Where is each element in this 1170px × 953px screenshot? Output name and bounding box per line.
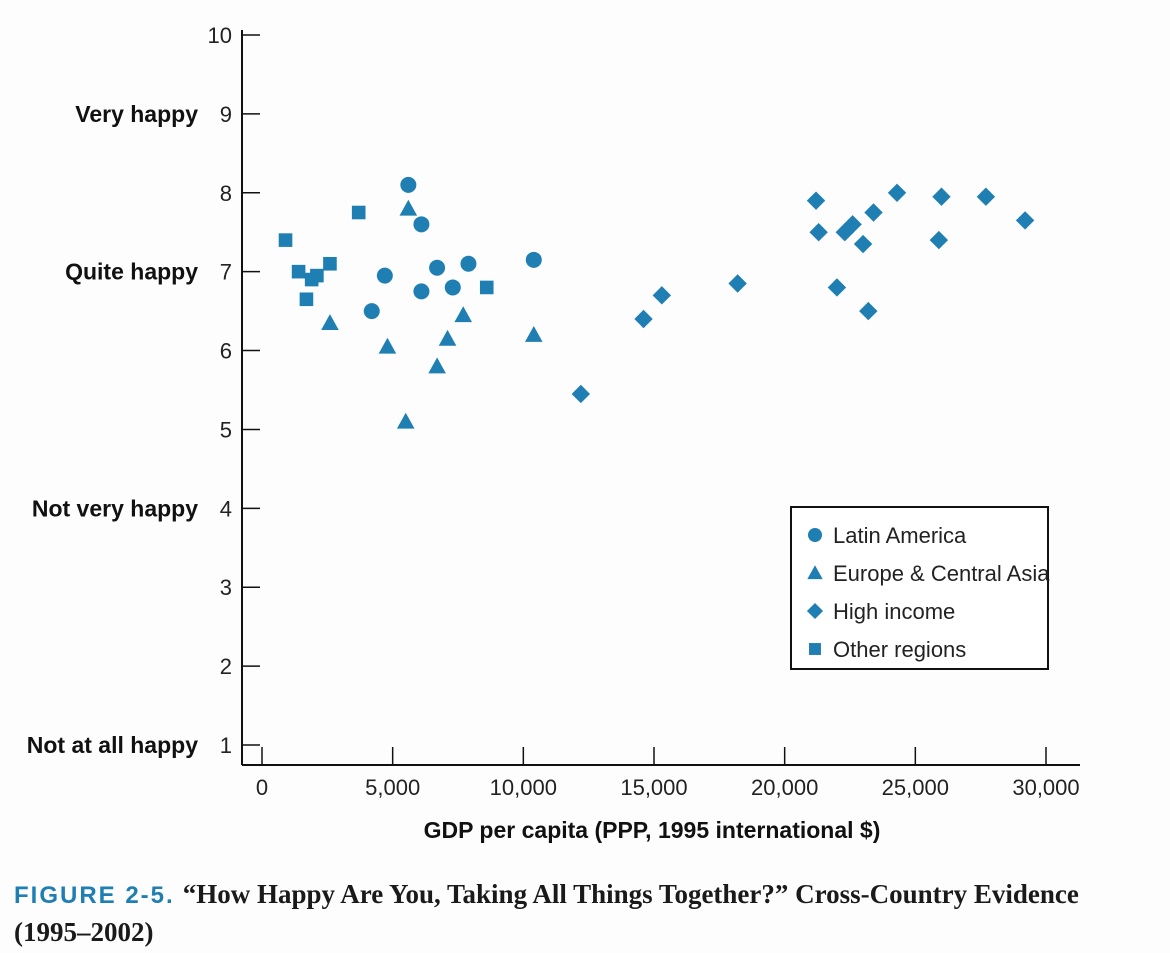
- data-point-latin-america: [460, 255, 477, 272]
- data-point-other-regions: [310, 268, 324, 283]
- data-point-other-regions: [323, 256, 337, 271]
- x-axis-ticks: 0 5,000 10,000 15,000 20,000 25,000 30,000: [256, 747, 1080, 800]
- data-point-high-income: [932, 187, 951, 206]
- legend-marker-latin-america: [808, 528, 822, 542]
- y-tick-label: 4: [220, 496, 232, 521]
- data-point-other-regions: [299, 292, 314, 307]
- axes: [241, 30, 1080, 766]
- data-point-other-regions: [291, 264, 306, 279]
- data-point-europe-central-asia: [321, 314, 339, 330]
- data-point-other-regions: [479, 280, 494, 295]
- data-point-high-income: [887, 183, 907, 202]
- x-tick-label: 0: [256, 775, 268, 800]
- data-point-europe-central-asia: [454, 306, 473, 323]
- data-point-latin-america: [525, 251, 542, 268]
- data-point-high-income: [571, 384, 591, 404]
- legend-marker-high-income: [806, 602, 824, 620]
- y-tick-label: 1: [220, 733, 232, 758]
- legend-label-europe-central-asia: Europe & Central Asia: [833, 561, 1050, 586]
- legend-marker-other-regions: [809, 643, 821, 655]
- data-point-high-income: [1015, 211, 1035, 230]
- y-category-label: Not at all happy: [27, 732, 198, 758]
- data-point-high-income: [859, 301, 878, 321]
- data-point-europe-central-asia: [399, 199, 418, 216]
- legend: Latin America Europe & Central Asia High i…: [790, 506, 1050, 670]
- data-point-europe-central-asia: [438, 329, 457, 346]
- data-point-high-income: [843, 215, 862, 234]
- figure-caption: FIGURE 2-5. “How Happy Are You, Taking Al…: [14, 876, 1134, 950]
- legend-label-high-income: High income: [833, 599, 955, 624]
- x-tick-label: 25,000: [882, 775, 949, 800]
- legend-box: [790, 506, 1049, 670]
- x-tick-label: 15,000: [620, 775, 687, 800]
- legend-label-other-regions: Other regions: [833, 637, 966, 662]
- figure-label: FIGURE 2-5.: [14, 882, 175, 909]
- data-point-latin-america: [363, 303, 380, 320]
- data-point-latin-america: [413, 283, 430, 300]
- y-category-label: Very happy: [75, 101, 198, 127]
- y-tick-label: 3: [220, 575, 232, 600]
- legend-label-latin-america: Latin America: [833, 523, 967, 548]
- data-point-high-income: [809, 223, 828, 242]
- x-tick-label: 30,000: [1012, 775, 1079, 800]
- y-tick-label: 8: [220, 181, 232, 206]
- figure-caption-text: “How Happy Are You, Taking All Things To…: [14, 879, 1079, 947]
- data-point-europe-central-asia: [428, 357, 446, 374]
- y-tick-label: 5: [220, 417, 232, 442]
- data-point-other-regions: [278, 233, 293, 247]
- y-category-label: Not very happy: [32, 495, 198, 521]
- data-point-europe-central-asia: [378, 337, 397, 354]
- data-point-latin-america: [413, 216, 430, 233]
- data-point-europe-central-asia: [396, 412, 415, 429]
- data-point-high-income: [976, 187, 996, 206]
- legend-marker-europe-central-asia: [807, 565, 823, 580]
- x-axis-title: GDP per capita (PPP, 1995 international …: [424, 817, 881, 843]
- data-points: [278, 176, 1035, 429]
- data-point-high-income: [728, 274, 747, 293]
- y-axis-category-labels: Very happy Quite happy Not very happy Not a…: [27, 101, 198, 758]
- data-point-high-income: [806, 191, 826, 210]
- y-tick-label: 9: [220, 102, 232, 127]
- y-tick-label: 10: [208, 23, 232, 48]
- data-point-other-regions: [351, 205, 366, 220]
- y-tick-label: 2: [220, 654, 232, 679]
- data-point-latin-america: [429, 259, 446, 276]
- data-point-latin-america: [376, 267, 393, 284]
- data-point-high-income: [864, 203, 883, 222]
- scatter-chart: 1 2 3 4 5 6 7 8 9 10 Very happy Quite happy Not ver…: [27, 23, 1080, 843]
- data-point-high-income: [929, 230, 949, 250]
- y-tick-label: 6: [220, 339, 232, 364]
- data-point-high-income: [853, 234, 873, 254]
- data-point-high-income: [634, 309, 653, 329]
- data-point-latin-america: [400, 176, 417, 193]
- y-axis-ticks: 1 2 3 4 5 6 7 8 9 10: [208, 23, 260, 758]
- x-tick-label: 10,000: [490, 775, 557, 800]
- data-point-high-income: [652, 286, 672, 305]
- x-tick-label: 20,000: [751, 775, 818, 800]
- data-point-europe-central-asia: [524, 325, 543, 342]
- data-point-latin-america: [444, 279, 461, 296]
- y-category-label: Quite happy: [65, 259, 198, 285]
- x-tick-label: 5,000: [365, 775, 420, 800]
- data-point-high-income: [827, 278, 847, 297]
- y-tick-label: 7: [220, 260, 232, 285]
